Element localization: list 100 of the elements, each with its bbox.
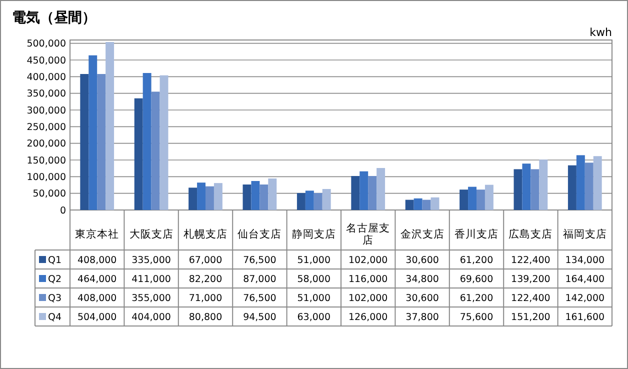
- x-tick-label: 札幌支店: [184, 228, 228, 241]
- bar: [368, 176, 377, 210]
- data-label: 82,200: [188, 274, 222, 285]
- data-label: 80,800: [188, 312, 222, 323]
- data-label: 126,000: [348, 312, 388, 323]
- y-tick-label: 450,000: [26, 55, 66, 66]
- bar: [484, 184, 494, 210]
- data-label: 76,500: [243, 292, 276, 304]
- bar: [514, 169, 522, 210]
- bar: [351, 176, 360, 210]
- data-label: 139,200: [511, 274, 550, 285]
- bar: [414, 198, 422, 210]
- bar: [88, 55, 98, 210]
- data-label: 30,600: [406, 254, 439, 266]
- data-label: 58,000: [297, 274, 331, 285]
- data-label: 335,000: [132, 254, 171, 266]
- bar: [422, 200, 431, 210]
- y-tick-label: 0: [60, 205, 66, 216]
- bar: [197, 182, 206, 210]
- data-label: 134,000: [565, 254, 605, 266]
- bar: [430, 197, 440, 210]
- data-label: 87,000: [243, 274, 276, 285]
- bar: [80, 74, 89, 210]
- data-label: 408,000: [77, 254, 117, 266]
- bar: [360, 171, 368, 210]
- data-label: 69,600: [460, 274, 494, 285]
- data-label: 161,600: [565, 312, 605, 323]
- bar: [160, 75, 168, 210]
- data-label: 142,000: [565, 292, 605, 304]
- data-label: 63,000: [297, 312, 331, 323]
- bar: [405, 200, 414, 210]
- bar: [206, 186, 214, 210]
- data-label: 34,800: [406, 274, 439, 285]
- legend-label: Q2: [48, 274, 62, 285]
- data-label: 355,000: [132, 292, 171, 304]
- legend-label: Q1: [48, 254, 62, 266]
- x-tick-label: 仙台支店: [238, 228, 282, 241]
- bar: [584, 162, 594, 210]
- bar: [106, 42, 114, 210]
- data-label: 411,000: [132, 274, 171, 285]
- data-label: 51,000: [297, 254, 331, 266]
- y-tick-label: 500,000: [26, 38, 66, 50]
- data-label: 94,500: [243, 312, 276, 323]
- bar: [268, 178, 277, 210]
- data-label: 102,000: [348, 254, 388, 266]
- data-label: 75,600: [460, 312, 494, 323]
- legend-label: Q4: [48, 312, 62, 323]
- data-label: 404,000: [132, 312, 171, 323]
- bar: [134, 98, 143, 210]
- y-tick-label: 400,000: [26, 72, 66, 83]
- data-label: 116,000: [348, 274, 388, 285]
- data-label: 408,000: [77, 292, 117, 304]
- bar: [476, 190, 485, 210]
- x-tick-label: 金沢支店: [400, 228, 444, 241]
- data-label: 504,000: [77, 312, 117, 323]
- y-tick-label: 150,000: [26, 155, 66, 166]
- data-label: 164,400: [565, 274, 605, 285]
- bar: [322, 189, 331, 210]
- bar: [242, 184, 252, 210]
- bar: [593, 156, 602, 210]
- bar: [214, 183, 222, 210]
- data-label: 76,500: [243, 254, 276, 266]
- bar: [568, 165, 576, 210]
- bar: [468, 186, 476, 210]
- data-label: 71,000: [188, 292, 222, 304]
- x-tick-label: 静岡支店: [292, 228, 336, 241]
- data-label: 67,000: [188, 254, 222, 266]
- bar: [188, 188, 198, 210]
- bar: [314, 193, 322, 210]
- bar: [260, 184, 268, 210]
- data-label: 151,200: [511, 312, 550, 323]
- data-label: 37,800: [406, 312, 439, 323]
- y-tick-label: 50,000: [32, 188, 66, 200]
- data-label: 102,000: [348, 292, 388, 304]
- chart-title: 電気（昼間）: [12, 10, 96, 26]
- bar: [142, 73, 152, 210]
- bar: [97, 74, 106, 210]
- bar: [460, 190, 468, 210]
- data-label: 30,600: [406, 292, 439, 304]
- bar: [530, 169, 540, 210]
- data-label: 122,400: [511, 292, 550, 304]
- bar: [296, 193, 306, 210]
- y-tick-label: 100,000: [26, 172, 66, 183]
- x-tick-label: 名古屋支店: [346, 222, 390, 247]
- y-tick-label: 350,000: [26, 88, 66, 100]
- data-label: 122,400: [511, 254, 550, 266]
- y-tick-label: 200,000: [26, 138, 66, 150]
- y-tick-label: 300,000: [26, 105, 66, 116]
- y-tick-label: 250,000: [26, 122, 66, 133]
- bar: [539, 160, 548, 210]
- bar: [576, 155, 585, 210]
- x-tick-label: 香川支店: [454, 228, 498, 241]
- x-tick-label: 福岡支店: [562, 228, 607, 241]
- y-axis-title: kwh: [590, 26, 612, 39]
- bar: [251, 181, 260, 210]
- data-label: 464,000: [77, 274, 117, 285]
- bar: [151, 92, 160, 210]
- data-label: 61,200: [460, 292, 494, 304]
- bar: [522, 164, 531, 210]
- bar: [376, 168, 386, 210]
